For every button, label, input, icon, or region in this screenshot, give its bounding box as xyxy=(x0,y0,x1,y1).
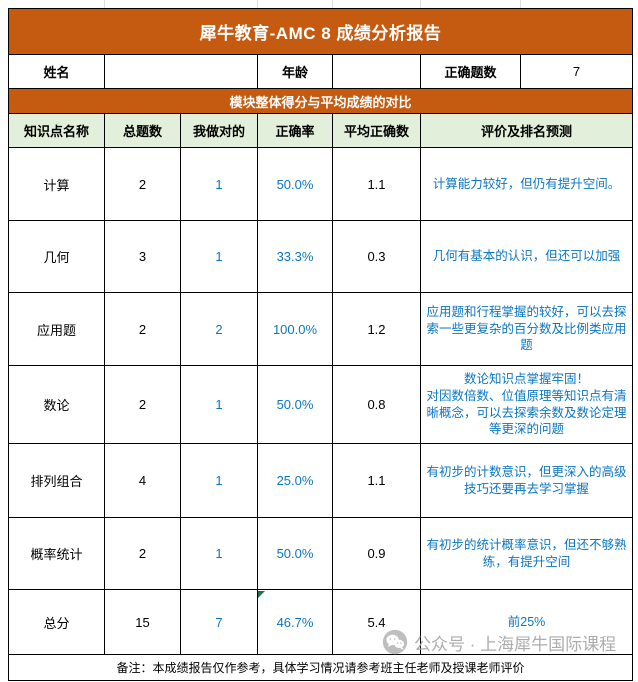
comment-cell: 应用题和行程掌握的较好，可以去探索一些更复杂的百分数及比例类应用题 xyxy=(419,292,634,366)
total-questions-cell: 3 xyxy=(104,220,181,293)
comment-cell: 有初步的计数意识，但更深入的高级技巧还要再去学习掌握 xyxy=(419,443,634,518)
avg-correct-cell: 0.9 xyxy=(332,517,421,590)
column-header-row: 知识点名称 总题数 我做对的 正确率 平均正确数 评价及排名预测 xyxy=(8,113,634,148)
avg-correct-cell: 1.1 xyxy=(332,443,421,518)
section-header-row: 模块整体得分与平均成绩的对比 xyxy=(7,88,634,114)
total-questions-cell: 2 xyxy=(104,365,181,444)
total-row: 总分 15 7 46.7% 5.4 前25% xyxy=(8,589,634,655)
correct-count-label: 正确题数 xyxy=(420,54,521,89)
comment-cell: 前25% xyxy=(419,589,634,655)
table-row: 计算 2 1 50.0% 1.1 计算能力较好，但仍有提升空间。 xyxy=(8,147,634,221)
avg-correct-cell: 1.1 xyxy=(332,147,421,221)
table-row: 数论 2 1 50.0% 0.8 数论知识点掌握牢固！ 对因数倍数、位值原理等知… xyxy=(8,365,634,444)
gridline xyxy=(420,0,421,8)
total-questions-cell: 2 xyxy=(104,147,181,221)
knowledge-point-cell: 概率统计 xyxy=(8,517,105,590)
my-correct-cell: 1 xyxy=(180,443,258,518)
footnote-text: 备注：本成绩报告仅作参考，具体学习情况请参考班主任老师及授课老师评价 xyxy=(7,654,634,681)
total-questions-cell: 15 xyxy=(104,589,181,655)
title-row: 犀牛教育-AMC 8 成绩分析报告 xyxy=(7,8,634,55)
table-row: 排列组合 4 1 25.0% 1.1 有初步的计数意识，但更深入的高级技巧还要再… xyxy=(8,443,634,518)
knowledge-point-cell: 计算 xyxy=(8,147,105,221)
rate-cell: 46.7% xyxy=(257,589,333,655)
name-label: 姓名 xyxy=(8,54,105,89)
table-row: 概率统计 2 1 50.0% 0.9 有初步的统计概率意识，但还不够熟练，有提升… xyxy=(8,517,634,590)
avg-correct-cell: 0.3 xyxy=(332,220,421,293)
col-header-knowledge: 知识点名称 xyxy=(8,113,105,148)
knowledge-point-cell: 几何 xyxy=(8,220,105,293)
my-correct-cell: 1 xyxy=(180,517,258,590)
knowledge-point-cell: 排列组合 xyxy=(8,443,105,518)
avg-correct-cell: 5.4 xyxy=(332,589,421,655)
avg-correct-cell: 0.8 xyxy=(332,365,421,444)
col-header-rate: 正确率 xyxy=(257,113,333,148)
age-value-cell[interactable] xyxy=(332,54,421,89)
rate-cell: 50.0% xyxy=(257,365,333,444)
my-correct-cell: 1 xyxy=(180,147,258,221)
knowledge-point-cell: 数论 xyxy=(8,365,105,444)
rate-cell: 50.0% xyxy=(257,517,333,590)
table-row: 应用题 2 2 100.0% 1.2 应用题和行程掌握的较好，可以去探索一些更复… xyxy=(8,292,634,366)
section-title: 模块整体得分与平均成绩的对比 xyxy=(7,88,634,114)
avg-correct-cell: 1.2 xyxy=(332,292,421,366)
gridline xyxy=(332,0,333,8)
rate-cell: 100.0% xyxy=(257,292,333,366)
my-correct-cell: 1 xyxy=(180,365,258,444)
age-label: 年龄 xyxy=(257,54,333,89)
rate-cell: 25.0% xyxy=(257,443,333,518)
correct-count-value: 7 xyxy=(519,54,634,89)
comment-cell: 计算能力较好，但仍有提升空间。 xyxy=(419,147,634,221)
col-header-avg: 平均正确数 xyxy=(332,113,421,148)
col-header-comment: 评价及排名预测 xyxy=(419,113,634,148)
knowledge-point-cell: 总分 xyxy=(8,589,105,655)
total-questions-cell: 2 xyxy=(104,292,181,366)
col-header-mine: 我做对的 xyxy=(180,113,258,148)
total-questions-cell: 2 xyxy=(104,517,181,590)
my-correct-cell: 7 xyxy=(180,589,258,655)
my-correct-cell: 1 xyxy=(180,220,258,293)
info-row: 姓名 年龄 正确题数 7 xyxy=(8,54,634,89)
score-report-table: 犀牛教育-AMC 8 成绩分析报告 姓名 年龄 正确题数 7 模块整体得分与平均… xyxy=(7,8,634,681)
footnote-row: 备注：本成绩报告仅作参考，具体学习情况请参考班主任老师及授课老师评价 xyxy=(7,654,634,681)
rate-cell: 50.0% xyxy=(257,147,333,221)
gridline xyxy=(520,0,521,8)
table-row: 几何 3 1 33.3% 0.3 几何有基本的认识，但还可以加强 xyxy=(8,220,634,293)
gridline xyxy=(104,0,105,8)
knowledge-point-cell: 应用题 xyxy=(8,292,105,366)
comment-cell: 几何有基本的认识，但还可以加强 xyxy=(419,220,634,293)
page-title: 犀牛教育-AMC 8 成绩分析报告 xyxy=(7,8,634,55)
name-value-cell[interactable] xyxy=(104,54,258,89)
gridline xyxy=(257,0,258,8)
comment-cell: 有初步的统计概率意识，但还不够熟练，有提升空间 xyxy=(419,517,634,590)
col-header-total: 总题数 xyxy=(104,113,181,148)
total-questions-cell: 4 xyxy=(104,443,181,518)
cell-flag-triangle xyxy=(258,591,265,598)
rate-cell: 33.3% xyxy=(257,220,333,293)
my-correct-cell: 2 xyxy=(180,292,258,366)
comment-cell: 数论知识点掌握牢固！ 对因数倍数、位值原理等知识点有清晰概念，可以去探索余数及数… xyxy=(419,365,634,444)
